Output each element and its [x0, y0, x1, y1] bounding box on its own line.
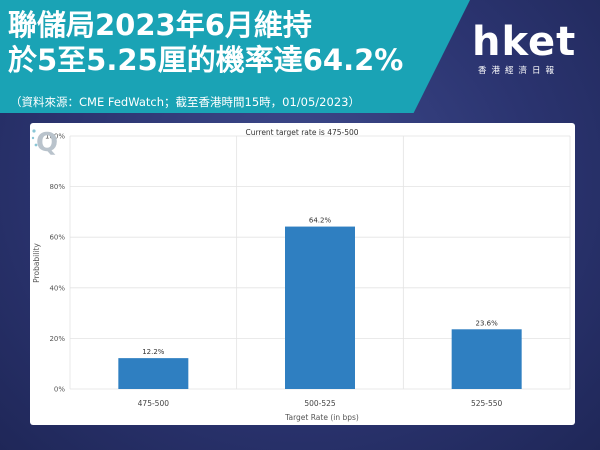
y-tick-label: 40%: [49, 284, 65, 292]
headline-line-1: 聯儲局2023年6月維持: [8, 8, 312, 42]
bar-525-550: [451, 329, 522, 389]
x-axis-label: Target Rate (in bps): [284, 413, 359, 422]
watermark-q-icon: Q: [31, 128, 58, 157]
chart-card: 0% 20% 40% 60% 80% 100% 12.2% 475-500 64.2% 500-5…: [30, 123, 575, 425]
svg-text:Q: Q: [36, 128, 58, 157]
y-tick-label: 80%: [49, 183, 65, 191]
bar-475-500: [118, 358, 189, 389]
headline-banner: [0, 0, 470, 113]
bar-500-525: [285, 226, 355, 389]
headline-line-2: 於5至5.25厘的機率達64.2%: [8, 43, 404, 77]
y-tick-label: 60%: [49, 234, 65, 242]
logo-wordmark: hket: [472, 19, 577, 65]
bar-chart: 0% 20% 40% 60% 80% 100% 12.2% 475-500 64.2% 500-5…: [32, 128, 571, 422]
x-tick-label: 475-500: [138, 399, 170, 408]
x-tick-label: 500-525: [304, 399, 336, 408]
headline: 聯儲局2023年6月維持 於5至5.25厘的機率達64.2%: [8, 8, 403, 78]
y-tick-label: 20%: [49, 335, 65, 343]
x-tick-label: 525-550: [471, 399, 503, 408]
y-tick-label: 0%: [54, 386, 65, 394]
logo-subtitle: 香港經濟日報: [478, 66, 560, 76]
source-note: （資料來源：CME FedWatch；截至香港時間15時，01/05/2023）: [10, 95, 360, 109]
chart-title: Current target rate is 475-500: [245, 128, 358, 137]
data-label: 64.2%: [309, 217, 332, 225]
y-axis-label: Probability: [32, 243, 41, 283]
data-label: 23.6%: [476, 319, 499, 327]
data-label: 12.2%: [142, 348, 165, 356]
hket-logo: hket 香港經濟日報: [472, 22, 592, 82]
y-tick-label: 100%: [45, 133, 65, 141]
